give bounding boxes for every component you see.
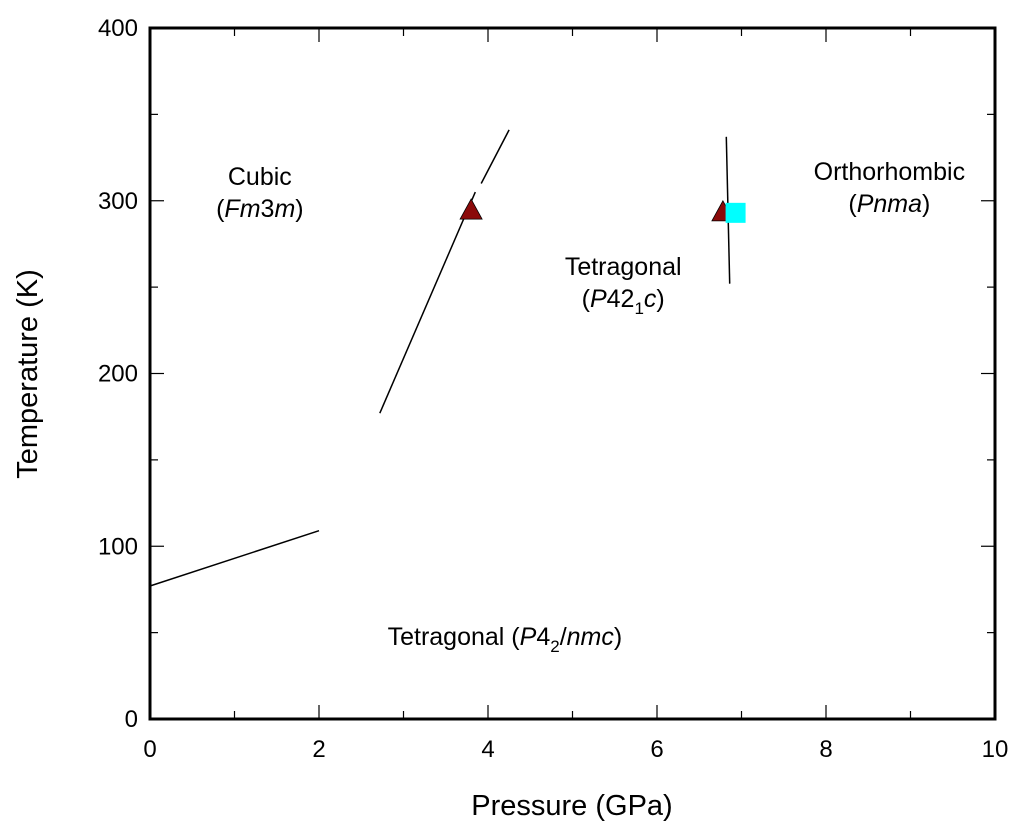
x-tick-label: 2 <box>312 736 325 763</box>
phase-label-cubic: Cubic (Fm3m) <box>216 163 304 223</box>
phase-label-tetragonal-p42nmc: Tetragonal (P42/nmc) <box>388 623 623 656</box>
phase-label-line: Orthorhombic <box>814 158 965 186</box>
x-tick-label: 4 <box>481 736 494 763</box>
phase-label-line: Tetragonal (P42/nmc) <box>388 623 623 656</box>
y-tick-label: 0 <box>125 706 138 733</box>
y-axis-label: Temperature (K) <box>12 269 44 479</box>
phase-labels: Cubic (Fm3m) Tetragonal (P421c) Orthorhombic… <box>216 158 965 656</box>
triangle-marker <box>459 198 483 220</box>
axis-ticks <box>149 27 996 720</box>
phase-label-line: (P421c) <box>582 285 665 318</box>
phase-boundaries <box>149 129 731 587</box>
y-tick-label: 300 <box>98 188 138 215</box>
x-tick-label: 6 <box>650 736 663 763</box>
x-tick-label: 8 <box>819 736 832 763</box>
data-markers <box>459 198 746 223</box>
phase-label-line: (Pnma) <box>848 190 930 218</box>
phase-label-line: (Fm3m) <box>216 195 304 223</box>
boundary-cubic-a-line <box>379 191 476 414</box>
phase-label-line: Tetragonal <box>565 253 682 281</box>
x-axis-label: Pressure (GPa) <box>471 790 672 822</box>
y-tick-label: 100 <box>98 533 138 560</box>
phase-label-line: Cubic <box>228 163 292 191</box>
x-tick-label: 0 <box>143 736 156 763</box>
x-tick-label: 10 <box>982 736 1009 763</box>
y-tick-label: 400 <box>98 15 138 42</box>
plot-frame <box>148 26 997 721</box>
y-tick-label: 200 <box>98 361 138 388</box>
square-marker <box>725 202 746 223</box>
boundary-low-line <box>149 529 320 587</box>
boundary-cubic-b-line <box>480 129 510 184</box>
phase-label-orthorhombic: Orthorhombic (Pnma) <box>814 158 965 218</box>
phase-label-tetragonal-p421c: Tetragonal (P421c) <box>565 253 682 318</box>
